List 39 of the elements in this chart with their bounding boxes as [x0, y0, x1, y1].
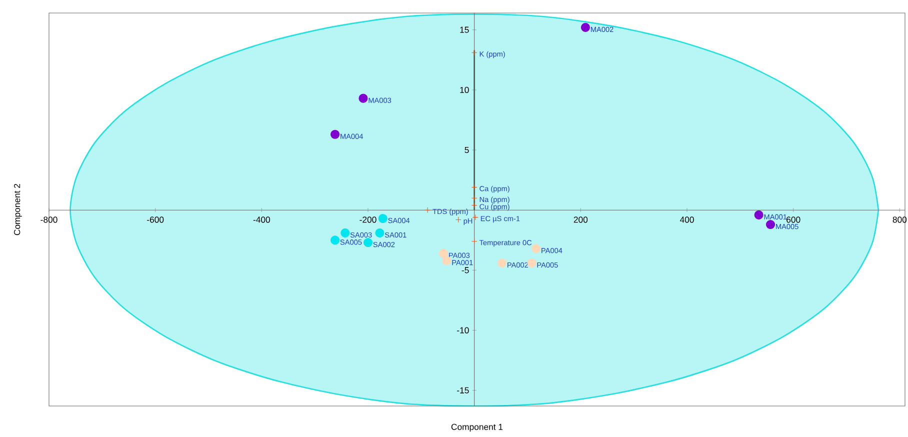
point [330, 130, 340, 139]
y-tick-label: 10 [460, 86, 469, 93]
point [472, 214, 478, 220]
y-tick-label: -15 [457, 387, 469, 394]
point [340, 228, 350, 238]
x-tick-label: -600 [147, 216, 164, 223]
point [424, 207, 430, 214]
x-tick-label: 600 [786, 216, 800, 223]
point [531, 244, 541, 254]
y-tick-label: 15 [460, 26, 469, 33]
point [378, 214, 388, 224]
x-tick-label: -400 [253, 216, 270, 223]
point [497, 258, 507, 268]
point [580, 22, 590, 32]
x-tick-label: -800 [40, 216, 58, 223]
point [442, 256, 452, 266]
point [471, 50, 478, 56]
point [766, 220, 776, 230]
point [358, 94, 368, 103]
point [527, 258, 536, 268]
point [438, 248, 448, 258]
point [471, 238, 478, 244]
point [471, 195, 478, 202]
x-tick-label: 200 [574, 216, 588, 223]
x-tick-label: 400 [680, 216, 694, 223]
point [330, 236, 340, 245]
point [363, 238, 373, 248]
y-axis-title: Component 2 [14, 184, 22, 236]
x-axis-title: Component 1 [451, 424, 503, 432]
point [471, 184, 478, 190]
x-tick-label: -200 [360, 216, 376, 223]
point [471, 202, 478, 208]
y-tick-label: -5 [462, 267, 469, 274]
point [375, 228, 384, 238]
x-tick-label: 800 [892, 216, 907, 223]
y-tick-label: -10 [457, 327, 469, 334]
point [754, 210, 764, 220]
y-tick-label: 5 [464, 146, 469, 154]
point [455, 216, 462, 223]
